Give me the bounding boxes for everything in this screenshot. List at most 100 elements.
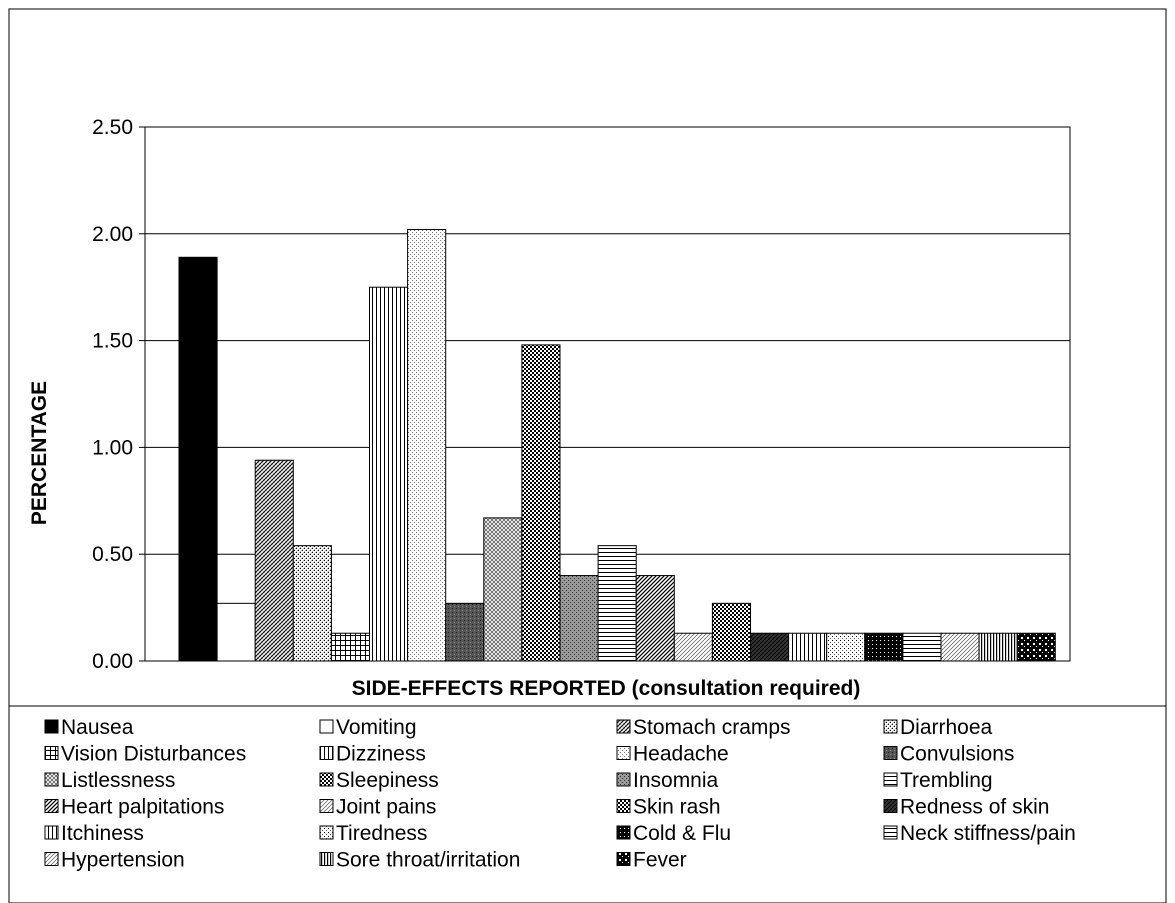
legend-swatch <box>319 825 334 840</box>
bar-insomnia <box>559 575 599 662</box>
legend-item: Insomnia <box>616 769 719 792</box>
legend-label: Cold & Flu <box>633 822 731 845</box>
legend-swatch <box>44 719 59 734</box>
bar-nausea <box>178 256 218 662</box>
legend-swatch <box>44 799 59 813</box>
bar-hypertension <box>940 632 980 662</box>
legend-label: Diarrhoea <box>900 716 993 739</box>
bar-sleepiness <box>521 344 561 662</box>
legend-item: Nausea <box>44 716 134 739</box>
legend-item: Cold & Flu <box>616 822 731 845</box>
legend-label: Vision Disturbances <box>61 743 246 766</box>
legend-swatch <box>44 852 59 866</box>
legend-item: Sore throat/irritation <box>319 849 520 872</box>
legend-item: Redness of skin <box>883 796 1049 819</box>
legend-label: Skin rash <box>633 796 721 819</box>
legend-swatch <box>616 746 631 760</box>
bar-heart-palpitations <box>635 575 675 662</box>
y-tick-label: 2.00 <box>92 223 133 246</box>
legend-label: Listlessness <box>61 769 175 792</box>
legend-item: Tiredness <box>319 822 427 845</box>
legend-swatch <box>883 719 898 734</box>
legend-item: Diarrhoea <box>883 716 993 739</box>
legend-label: Hypertension <box>61 849 185 872</box>
legend-label: Dizziness <box>336 743 426 766</box>
bar-listlessness <box>483 517 523 662</box>
legend-item: Headache <box>616 743 729 766</box>
legend-item: Vomiting <box>319 716 417 739</box>
legend-label: Joint pains <box>336 796 436 819</box>
legend-label: Stomach cramps <box>633 716 791 739</box>
legend-item: Hypertension <box>44 849 185 872</box>
legend-swatch <box>319 772 334 787</box>
bar-sore-throat-irritation <box>978 632 1018 662</box>
bar-neck-stiffness-pain <box>902 632 942 662</box>
legend-swatch <box>44 772 59 787</box>
x-axis-title: SIDE-EFFECTS REPORTED (consultation requ… <box>352 677 861 700</box>
legend-swatch <box>883 799 898 813</box>
legend-swatch <box>883 746 898 760</box>
y-tick-label: 2.50 <box>92 116 133 139</box>
bar-itchiness <box>788 632 828 662</box>
bar-diarrhoea <box>292 545 332 662</box>
legend-label: Itchiness <box>61 822 144 845</box>
bar-vomiting <box>216 602 256 662</box>
legend-swatch <box>319 719 334 734</box>
bar-tiredness <box>826 632 866 662</box>
legend-label: Tiredness <box>336 822 427 845</box>
legend-label: Sleepiness <box>336 769 439 792</box>
legend-label: Convulsions <box>900 743 1014 766</box>
y-axis-title: PERCENTAGE <box>28 381 51 525</box>
legend-item: Dizziness <box>319 743 426 766</box>
bar-dizziness <box>369 286 409 662</box>
legend-item: Vision Disturbances <box>44 743 246 766</box>
y-tick-label: 0.00 <box>92 650 133 673</box>
legend-item: Skin rash <box>616 796 721 819</box>
legend: Nausea Vomiting Stomach cramps Diarrhoea Vis… <box>44 716 1076 872</box>
legend-swatch <box>319 852 334 866</box>
legend-swatch <box>319 746 334 760</box>
legend-item: Neck stiffness/pain <box>883 822 1076 845</box>
y-tick-label: 0.50 <box>92 543 133 566</box>
bar-joint-pains <box>673 632 713 662</box>
bar-cold-flu <box>864 632 904 662</box>
legend-item: Listlessness <box>44 769 175 792</box>
legend-item: Convulsions <box>883 743 1014 766</box>
bar-vision-disturbances <box>330 632 370 662</box>
bar-fever <box>1016 632 1056 662</box>
legend-label: Headache <box>633 743 729 766</box>
legend-label: Fever <box>633 849 687 872</box>
bar-headache <box>407 229 447 662</box>
legend-label: Sore throat/irritation <box>336 849 520 872</box>
bar-skin-rash <box>711 602 752 662</box>
legend-swatch <box>319 799 334 813</box>
legend-label: Trembling <box>900 769 993 792</box>
legend-item: Joint pains <box>319 796 436 819</box>
bar-stomach-cramps <box>254 459 294 662</box>
bars <box>178 229 1056 662</box>
legend-item: Heart palpitations <box>44 796 224 819</box>
legend-label: Neck stiffness/pain <box>900 822 1076 845</box>
bar-convulsions <box>445 602 485 662</box>
legend-label: Heart palpitations <box>61 796 224 819</box>
legend-swatch <box>616 719 631 734</box>
legend-label: Vomiting <box>336 716 417 739</box>
legend-swatch <box>616 799 631 813</box>
y-tick-label: 1.50 <box>92 330 133 353</box>
legend-item: Itchiness <box>44 822 144 845</box>
legend-swatch <box>883 825 898 840</box>
legend-swatch <box>883 772 898 787</box>
y-tick-labels: 0.00 0.50 1.00 1.50 2.00 2.50 <box>92 116 133 673</box>
legend-label: Insomnia <box>633 769 719 792</box>
legend-item: Trembling <box>883 769 993 792</box>
bar-redness-of-skin <box>750 632 790 662</box>
legend-swatch <box>616 772 631 787</box>
legend-swatch <box>616 852 631 866</box>
axes <box>139 126 1071 662</box>
legend-swatch <box>44 825 59 840</box>
legend-item: Sleepiness <box>319 769 439 792</box>
bar-trembling <box>597 545 637 662</box>
legend-swatch <box>616 825 631 840</box>
